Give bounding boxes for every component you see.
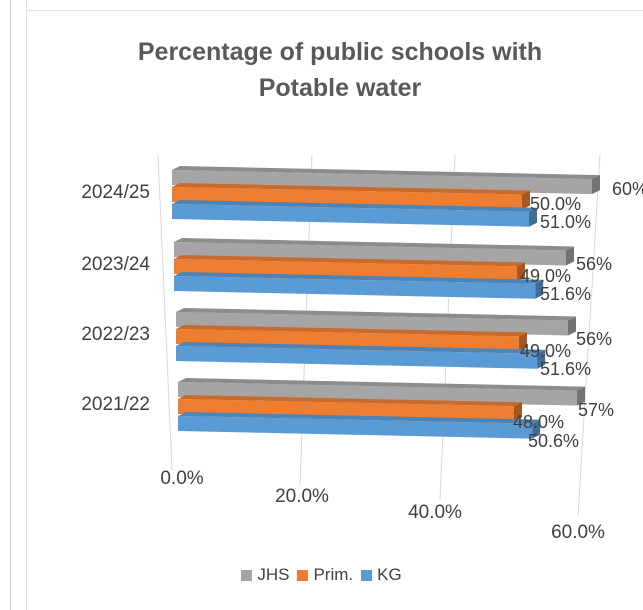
- bar-top-prim: [172, 183, 530, 195]
- bar-top-kg: [174, 272, 544, 284]
- data-label: 49.0%: [520, 341, 571, 361]
- bar-top-kg: [178, 412, 541, 424]
- bar-end-kg: [532, 419, 541, 439]
- bar-jhs: [174, 242, 566, 266]
- data-label: 50.0%: [530, 194, 581, 214]
- bar-top-prim: [174, 255, 525, 267]
- bar-top-jhs: [178, 378, 585, 391]
- bar-top-jhs: [174, 238, 574, 251]
- data-label: 57%: [578, 400, 614, 420]
- bar-end-prim: [517, 262, 525, 282]
- bar-end-prim: [522, 190, 530, 210]
- inner-left-border: [26, 0, 27, 610]
- bar-jhs: [176, 312, 568, 336]
- data-label: 60%: [612, 179, 643, 199]
- data-label: 56%: [576, 254, 612, 274]
- data-label: 51.6%: [540, 359, 591, 379]
- data-label: 51.6%: [540, 284, 591, 304]
- gridline: [577, 154, 601, 516]
- legend-label: Prim.: [313, 565, 354, 584]
- category-label: 2024/25: [81, 182, 150, 203]
- data-label: 50.6%: [528, 431, 579, 451]
- bar-kg: [174, 276, 536, 299]
- legend-item: JHS: [241, 565, 289, 585]
- chart-title: Percentage of public schools with Potabl…: [137, 38, 543, 102]
- category-label: 2022/23: [81, 324, 150, 345]
- bar-top-jhs: [176, 308, 576, 321]
- bar-end-jhs: [566, 246, 574, 266]
- bar-top-jhs: [172, 166, 600, 180]
- legend-label: JHS: [257, 565, 290, 584]
- bar-end-jhs: [568, 316, 576, 336]
- x-tick-label: 0.0%: [160, 468, 203, 489]
- bar-end-kg: [529, 207, 537, 227]
- data-label: 56%: [576, 329, 612, 349]
- data-label: 48.0%: [513, 412, 564, 432]
- x-tick-label: 40.0%: [408, 502, 462, 523]
- bar-jhs: [172, 170, 592, 195]
- legend-item: Prim.: [297, 565, 353, 585]
- legend-swatch: [241, 569, 253, 581]
- bar-top-prim: [178, 395, 522, 407]
- bar-top-prim: [176, 325, 527, 337]
- top-border: [26, 10, 643, 11]
- bar-end-prim: [519, 332, 527, 352]
- bar-end-jhs: [592, 175, 600, 195]
- left-border: [10, 0, 11, 610]
- bar-top-kg: [172, 200, 537, 212]
- data-label: 49.0%: [520, 266, 571, 286]
- x-tick-label: 20.0%: [275, 486, 329, 507]
- legend-swatch: [361, 569, 373, 581]
- legend: JHS Prim. KG: [0, 565, 643, 586]
- bar-kg: [176, 346, 538, 369]
- category-label: 2023/24: [81, 254, 150, 275]
- bar-jhs: [178, 382, 577, 406]
- bar-prim: [172, 187, 522, 210]
- legend-swatch: [297, 569, 309, 581]
- category-label: 2021/22: [81, 394, 150, 415]
- bar-end-prim: [514, 402, 522, 422]
- bar-kg: [172, 204, 529, 227]
- legend-item: KG: [361, 565, 402, 585]
- bar-end-kg: [537, 349, 546, 369]
- bar-kg: [178, 416, 533, 439]
- legend-label: KG: [377, 565, 402, 584]
- bar-end-kg: [535, 279, 544, 299]
- x-tick-label: 60.0%: [551, 522, 605, 543]
- bar-top-kg: [176, 342, 546, 354]
- data-label: 51.0%: [540, 212, 591, 232]
- gridline: [157, 154, 173, 471]
- bar-end-jhs: [577, 386, 585, 406]
